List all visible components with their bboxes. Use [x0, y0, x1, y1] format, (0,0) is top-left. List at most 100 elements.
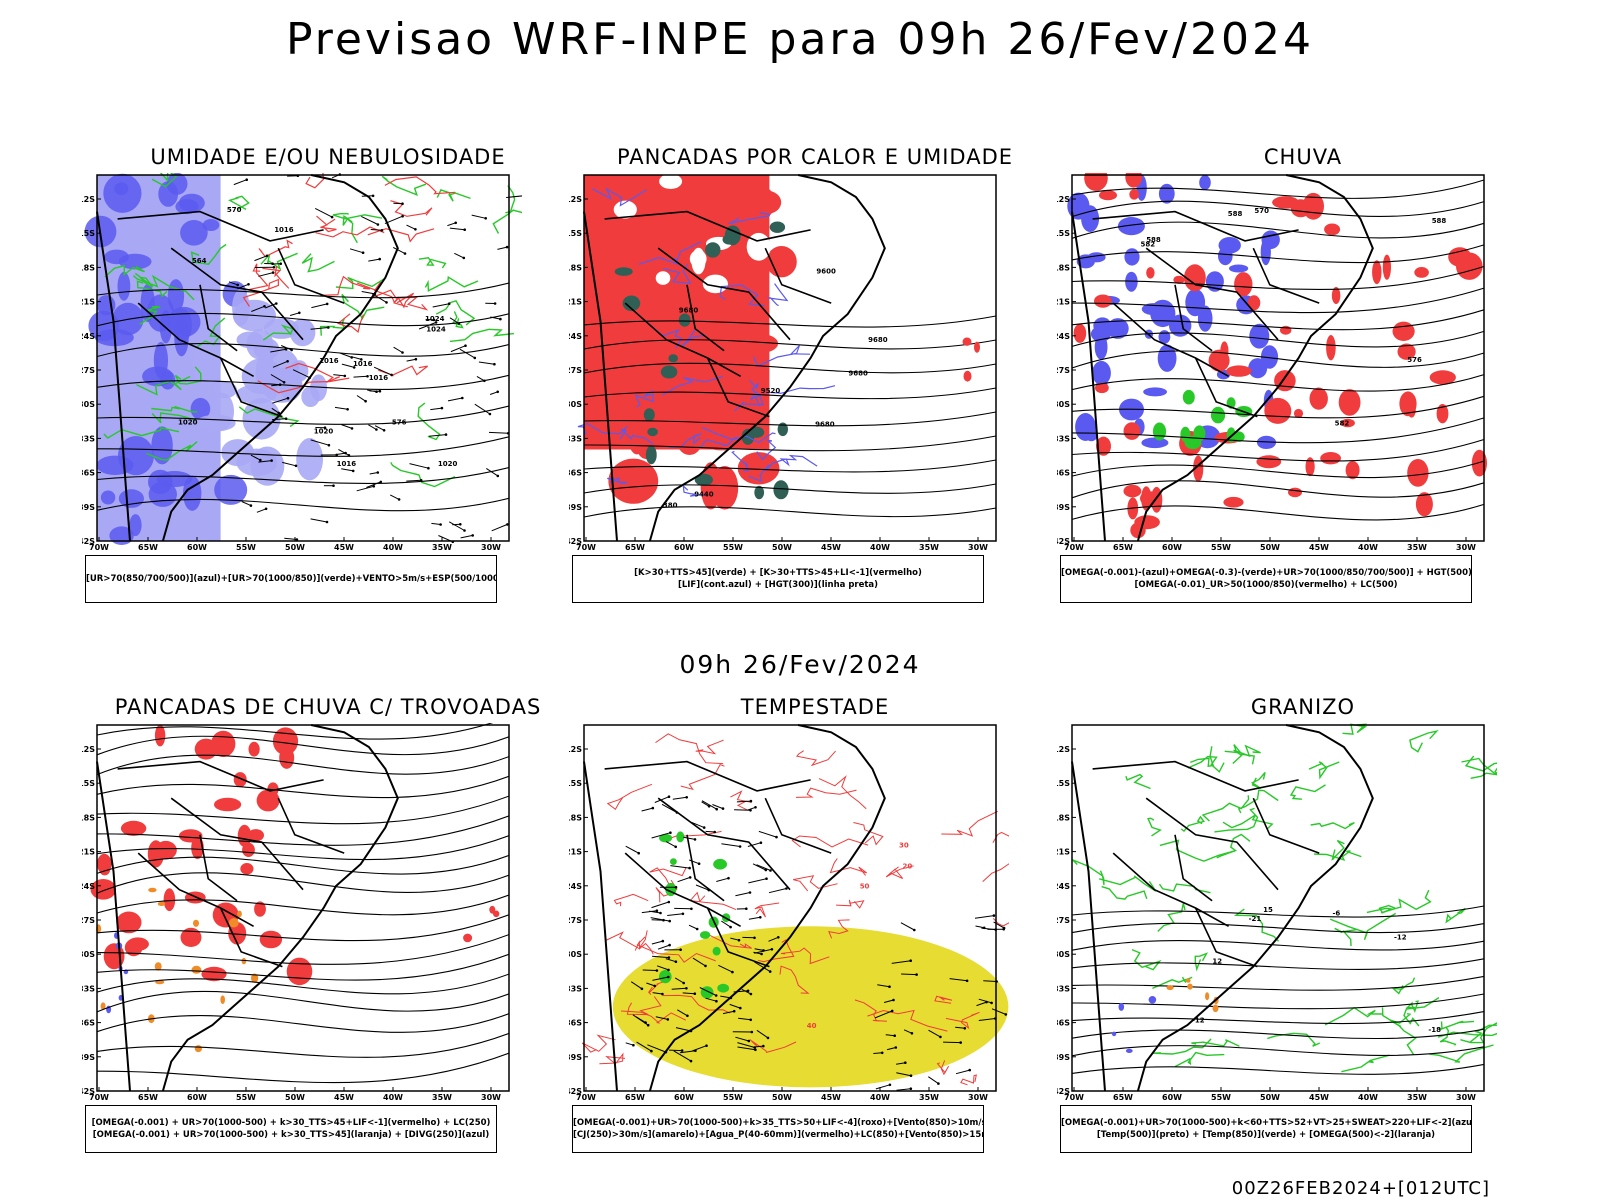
- lif-contour-blue: [638, 241, 702, 266]
- temp850-contour-green: [1380, 889, 1432, 914]
- x-tick-label: 35W: [1407, 1093, 1427, 1102]
- wind-vector: [644, 1021, 647, 1024]
- map-trovoadas: 12S 15S 18S 21S 24S 27S 30S 33S 36S 39S 42S70W 65W 6…: [82, 723, 510, 1102]
- wind-vector: [730, 937, 740, 941]
- precip-blob-red: [1125, 173, 1143, 188]
- omega-blob-blue: [1229, 264, 1249, 273]
- contour-label: 1020: [178, 418, 198, 426]
- convection-blob-orange: [191, 965, 202, 974]
- wind-vector: [251, 305, 265, 312]
- wind-vector: [369, 472, 378, 475]
- wind-vector: [715, 807, 718, 811]
- x-tick-label: 35W: [1407, 543, 1427, 552]
- wind-vector: [371, 194, 375, 198]
- wind-vector: [374, 425, 385, 431]
- wind-vector: [665, 958, 677, 963]
- wind-vector: [282, 381, 286, 384]
- contour-green: [435, 299, 476, 326]
- x-tick-label: 40W: [870, 1093, 890, 1102]
- contour-green: [104, 264, 145, 278]
- wind-vector: [978, 1018, 996, 1021]
- water-contour-red: [791, 835, 869, 848]
- wind-vector: [641, 807, 653, 812]
- contour-label: 588: [1228, 210, 1243, 218]
- y-tick-label: 21S: [1057, 848, 1070, 857]
- temp850-contour-green: [1191, 1039, 1240, 1047]
- lif-contour-blue: [663, 264, 692, 284]
- wind-vector: [748, 878, 767, 884]
- political-border: [686, 284, 725, 352]
- map-umidade: 1016 1016 1016 1024 1020 1020 1016 1020 1016 576 5…: [82, 173, 522, 552]
- precip-blob-red: [1429, 370, 1456, 385]
- x-tick-label: 30W: [481, 543, 501, 552]
- precip-blob-red: [1084, 173, 1108, 191]
- wind-vector: [714, 994, 718, 997]
- water-contour-red: [636, 936, 716, 963]
- wind-vector: [439, 523, 442, 526]
- clear-gap: [689, 250, 707, 268]
- temp850-contour-green: [1308, 761, 1340, 780]
- x-tick-label: 55W: [723, 543, 743, 552]
- y-tick-label: 18S: [569, 813, 582, 822]
- contour-red-dashed: [315, 226, 385, 238]
- contour-red-dashed: [257, 377, 350, 394]
- contour-green: [418, 257, 447, 269]
- y-tick-label: 36S: [1057, 1019, 1070, 1028]
- precip-blob-red: [1094, 294, 1112, 308]
- temp850-contour-green: [1101, 885, 1148, 900]
- wind-vector: [667, 913, 683, 916]
- wind-vector: [765, 877, 768, 880]
- humidity-blob-light: [235, 384, 277, 404]
- humidity-blob-light: [253, 337, 280, 361]
- temp850-contour-green: [1237, 789, 1279, 814]
- wind-vector: [993, 921, 1005, 929]
- wind-vector: [651, 901, 669, 909]
- y-tick-label: 12S: [569, 195, 582, 204]
- y-tick-label: 36S: [82, 1019, 95, 1028]
- y-tick-label: 39S: [1057, 1053, 1070, 1062]
- temp850-contour-green: [1147, 817, 1162, 837]
- y-tick-label: 36S: [82, 469, 95, 478]
- lif-contour-blue: [767, 283, 789, 307]
- contour-label: 570: [227, 206, 242, 214]
- contour-label: 9680: [679, 307, 699, 315]
- wind-vector: [272, 360, 288, 368]
- precip-blob-red: [1372, 260, 1382, 285]
- precip-blob-red: [1407, 402, 1416, 418]
- wind-vector: [737, 1046, 756, 1051]
- map-frame: [1071, 174, 1485, 542]
- streamline: [96, 990, 510, 1013]
- wind-vector: [258, 460, 272, 463]
- convection-blob-red: [163, 888, 176, 912]
- wind-vector: [883, 999, 894, 1003]
- wind-vector: [690, 907, 693, 911]
- humidity-blob-light: [195, 414, 236, 432]
- y-tick-label: 33S: [1057, 434, 1070, 443]
- wind-vector: [759, 841, 763, 844]
- wind-vector: [368, 258, 380, 262]
- y-tick-label: 42S: [569, 537, 582, 546]
- water-contour-red: [829, 858, 867, 876]
- x-tick-label: 55W: [723, 1093, 743, 1102]
- water-contour-red: [649, 867, 687, 886]
- y-tick-label: 42S: [82, 1087, 95, 1096]
- precip-blob-red: [1338, 389, 1361, 416]
- wind-vector: [677, 876, 691, 883]
- lif-contour-blue: [756, 439, 777, 461]
- temp850-contour-green: [1232, 744, 1261, 765]
- wind-vector: [414, 228, 417, 231]
- wind-vector: [459, 523, 462, 526]
- wind-vector: [909, 1074, 913, 1077]
- wind-vector: [338, 448, 350, 456]
- temp500-line: [1071, 922, 1485, 934]
- contour-green: [136, 280, 168, 298]
- precip-blob-red: [1331, 287, 1341, 304]
- wind-vector: [974, 915, 994, 919]
- convection-blob-orange: [237, 910, 242, 918]
- temp850-contour-green: [1216, 833, 1251, 859]
- wind-vector: [450, 345, 466, 353]
- political-border: [117, 210, 324, 242]
- contour-label: 582: [1335, 419, 1350, 427]
- wind-vector: [654, 796, 670, 803]
